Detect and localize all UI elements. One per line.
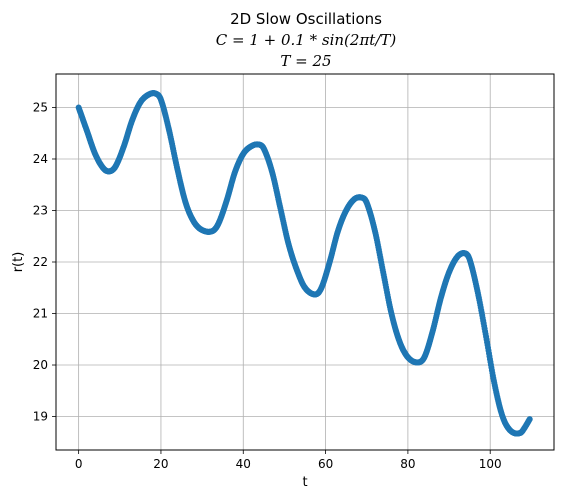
x-tick-label: 60 [318, 457, 333, 471]
x-axis-label: t [302, 475, 307, 490]
y-tick-label: 20 [33, 358, 48, 372]
y-tick-label: 24 [33, 152, 48, 166]
y-tick-label: 21 [33, 307, 48, 321]
y-tick-label: 25 [33, 100, 48, 114]
y-axis-label: r(t) [11, 252, 26, 273]
y-tick-label: 19 [33, 410, 48, 424]
chart-title-line-3: T = 25 [280, 52, 331, 70]
chart-title-line-1: 2D Slow Oscillations [230, 10, 382, 28]
x-tick-label: 20 [153, 457, 168, 471]
x-tick-label: 40 [236, 457, 251, 471]
chart-title-line-2: C = 1 + 0.1 * sin(2πt/T) [216, 31, 397, 49]
x-tick-label: 0 [75, 457, 83, 471]
data-layer [75, 90, 533, 437]
y-tick-label: 23 [33, 203, 48, 217]
x-tick-label: 80 [400, 457, 415, 471]
y-tick-label: 22 [33, 255, 48, 269]
tick-layer: 0 20 40 60 80 100 19 20 21 22 23 24 25 [33, 100, 502, 471]
x-tick-label: 100 [479, 457, 502, 471]
data-point [526, 416, 533, 423]
